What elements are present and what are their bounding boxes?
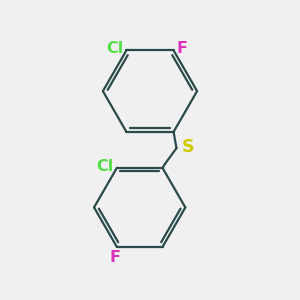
- Text: S: S: [182, 138, 194, 156]
- Text: F: F: [110, 250, 121, 265]
- Text: Cl: Cl: [106, 41, 124, 56]
- Text: Cl: Cl: [97, 159, 114, 174]
- Text: F: F: [176, 41, 188, 56]
